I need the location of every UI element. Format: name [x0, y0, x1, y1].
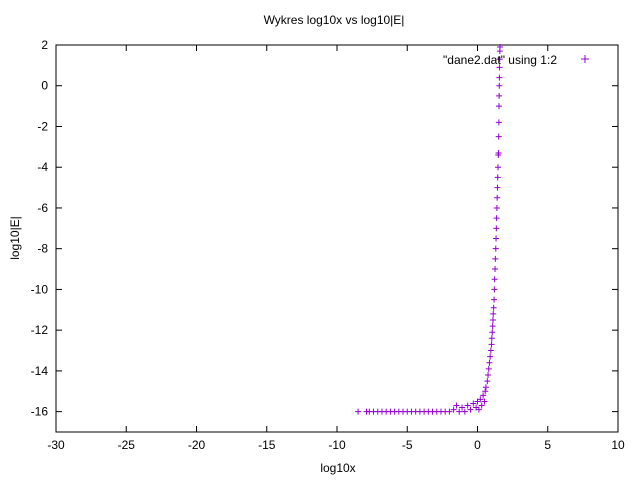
data-point: [459, 404, 466, 411]
data-point: [456, 408, 463, 415]
data-point: [481, 398, 488, 405]
data-point: [464, 402, 471, 409]
data-point: [491, 296, 498, 303]
x-tick-label: -5: [402, 438, 413, 452]
y-tick-label: -2: [37, 119, 48, 133]
y-tick-label: -4: [37, 160, 48, 174]
data-point: [489, 329, 496, 336]
data-point: [492, 245, 499, 252]
data-point: [450, 406, 457, 413]
data-point: [480, 392, 487, 399]
data-point: [494, 184, 501, 191]
data-point: [492, 255, 499, 262]
data-point: [482, 384, 489, 391]
data-point: [493, 235, 500, 242]
y-tick-label: -16: [31, 405, 49, 419]
data-point: [496, 82, 503, 89]
legend-label: "dane2.dat" using 1:2: [443, 53, 557, 67]
x-tick-label: -25: [118, 438, 136, 452]
y-tick-label: -8: [37, 242, 48, 256]
data-point: [496, 64, 503, 71]
data-point: [485, 365, 492, 372]
y-tick-label: -12: [31, 323, 49, 337]
data-point: [492, 266, 499, 273]
data-point: [490, 310, 497, 317]
data-point: [477, 396, 484, 403]
data-point: [495, 149, 502, 156]
data-points: [355, 44, 503, 415]
y-axis-ticks: 2 0 -2 -4 -6 -8 -10 -12 -14 -16: [31, 38, 618, 419]
x-tick-label: -20: [188, 438, 206, 452]
data-point: [355, 408, 362, 415]
data-point: [496, 74, 503, 81]
x-tick-label: -15: [258, 438, 276, 452]
data-point: [461, 408, 468, 415]
data-point: [494, 174, 501, 181]
data-point: [491, 276, 498, 283]
x-tick-label: 10: [611, 438, 625, 452]
y-tick-label: -14: [31, 364, 49, 378]
x-tick-label: -10: [328, 438, 346, 452]
data-point: [493, 225, 500, 232]
data-point: [485, 371, 492, 378]
legend-marker: [581, 55, 589, 63]
data-point: [495, 103, 502, 110]
y-axis-label: log10|E|: [8, 216, 22, 260]
y-tick-label: 0: [41, 79, 48, 93]
data-point: [495, 119, 502, 126]
data-point: [453, 402, 460, 409]
legend: "dane2.dat" using 1:2: [443, 53, 589, 67]
data-point: [475, 406, 482, 413]
data-point: [494, 194, 501, 201]
data-point: [487, 353, 494, 360]
chart-title: Wykres log10x vs log10|E|: [264, 13, 405, 27]
data-point: [488, 341, 495, 348]
data-point: [489, 316, 496, 323]
data-point: [493, 215, 500, 222]
data-point: [484, 378, 491, 385]
data-point: [446, 408, 453, 415]
data-point: [470, 400, 477, 407]
data-point: [490, 304, 497, 311]
data-point: [496, 92, 503, 99]
x-axis-label: log10x: [320, 461, 355, 475]
data-point: [493, 204, 500, 211]
data-point: [495, 164, 502, 171]
data-point: [486, 359, 493, 366]
data-point: [495, 133, 502, 140]
data-point: [496, 56, 503, 63]
x-tick-label: 5: [544, 438, 551, 452]
x-tick-label: -30: [47, 438, 65, 452]
y-tick-label: -6: [37, 201, 48, 215]
data-point: [482, 388, 489, 395]
data-point: [496, 44, 503, 51]
data-point: [488, 335, 495, 342]
x-axis-ticks: -30 -25 -20 -15 -10 -5 0 5 10: [47, 45, 625, 452]
y-tick-label: 2: [41, 38, 48, 52]
data-point: [467, 406, 474, 413]
data-point: [489, 323, 496, 330]
data-point: [487, 347, 494, 354]
data-point: [491, 286, 498, 293]
y-tick-label: -10: [31, 282, 49, 296]
x-tick-label: 0: [474, 438, 481, 452]
data-point: [478, 402, 485, 409]
